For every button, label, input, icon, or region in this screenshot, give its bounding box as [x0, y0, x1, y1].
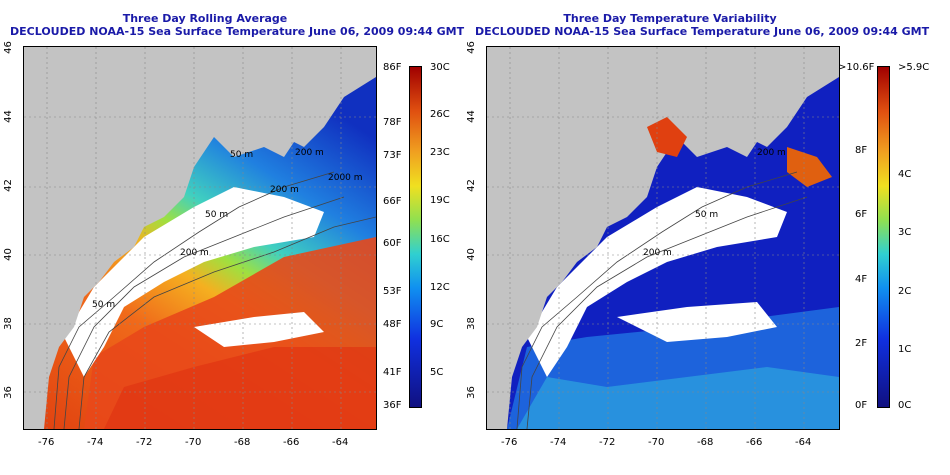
left-cb-c: 26C: [430, 109, 450, 120]
right-lon-tick: -66: [746, 437, 763, 448]
left-cb-f: 78F: [383, 117, 402, 128]
right-lat-tick: 44: [465, 110, 477, 123]
right-cb-c: 0C: [898, 400, 912, 411]
land-mass: [487, 47, 839, 429]
cloud-patch: [194, 312, 324, 347]
right-lat-tick: 36: [465, 386, 477, 399]
left-title-line1: Three Day Rolling Average: [122, 12, 288, 25]
left-cb-f: 66F: [383, 196, 402, 207]
left-cb-f: 53F: [383, 286, 402, 297]
right-cb-c: 4C: [898, 169, 912, 180]
left-lon-tick: -68: [234, 437, 251, 448]
left-contour-label-1: 200 m: [295, 148, 324, 158]
contour-2000m: [78, 216, 376, 429]
right-colorbar: [877, 66, 890, 408]
right-contour-label-2: 200 m: [643, 248, 672, 258]
right-cb-f: 2F: [855, 338, 868, 349]
right-cb-c: 1C: [898, 344, 912, 355]
right-variability-map: [486, 46, 840, 430]
left-cb-f: 41F: [383, 367, 402, 378]
right-cb-f: >10.6F: [838, 62, 875, 73]
left-lat-tick: 38: [2, 317, 14, 330]
contour-50m: [53, 171, 335, 429]
left-colorbar: [409, 66, 422, 408]
left-lon-tick: -76: [38, 437, 55, 448]
left-cb-c: 19C: [430, 195, 450, 206]
right-cb-f: 0F: [855, 400, 868, 411]
right-lon-tick: -76: [501, 437, 518, 448]
left-contour-label-7: 50 m: [230, 150, 254, 160]
right-contour-label-3: 50 m: [695, 210, 719, 220]
left-lat-tick: 46: [2, 41, 14, 54]
left-cb-c: 9C: [430, 319, 444, 330]
left-lat-tick: 44: [2, 110, 14, 123]
front-high-variability: [787, 147, 832, 187]
left-contour-label-6: 50 m: [92, 300, 116, 310]
left-contour-label-3: 200 m: [270, 185, 299, 195]
left-cb-f: 86F: [383, 62, 402, 73]
left-cb-f: 60F: [383, 238, 402, 249]
left-cb-c: 16C: [430, 234, 450, 245]
right-contour-label-1: 200 m: [757, 148, 786, 158]
right-cb-f: 4F: [855, 274, 868, 285]
right-graticule: [487, 47, 839, 429]
left-contour-label-2: 2000 m: [328, 173, 363, 183]
left-lon-tick: -66: [283, 437, 300, 448]
left-contour-label-4: 200 m: [180, 248, 209, 258]
right-cb-c: >5.9C: [898, 62, 930, 73]
right-lon-tick: -64: [795, 437, 812, 448]
left-contour-label-5: 50 m: [205, 210, 229, 220]
left-cb-c: 5C: [430, 367, 444, 378]
contour-200m: [63, 196, 345, 429]
right-lat-tick: 42: [465, 179, 477, 192]
left-cb-f: 36F: [383, 400, 402, 411]
left-lat-tick: 36: [2, 386, 14, 399]
right-cb-f: 8F: [855, 145, 868, 156]
right-lat-tick: 46: [465, 41, 477, 54]
cloud-mask: [64, 187, 324, 377]
variability-patches: [517, 367, 839, 429]
right-lon-tick: -70: [648, 437, 665, 448]
right-cb-f: 6F: [855, 209, 868, 220]
right-cb-c: 3C: [898, 227, 912, 238]
left-lon-tick: -72: [136, 437, 153, 448]
warm-core: [104, 347, 376, 429]
left-cb-c: 23C: [430, 147, 450, 158]
right-title-line1: Three Day Temperature Variability: [563, 12, 777, 25]
left-cb-f: 48F: [383, 319, 402, 330]
left-lon-tick: -74: [87, 437, 104, 448]
left-cb-c: 30C: [430, 62, 450, 73]
contour-200m: [526, 196, 808, 429]
right-cb-c: 2C: [898, 286, 912, 297]
left-sst-map: [23, 46, 377, 430]
land-mass: [24, 47, 376, 429]
right-lat-tick: 38: [465, 317, 477, 330]
left-cb-c: 12C: [430, 282, 450, 293]
cloud-mask: [527, 187, 787, 377]
left-lon-tick: -64: [332, 437, 349, 448]
contour-50m: [516, 171, 798, 429]
right-lon-tick: -74: [550, 437, 567, 448]
left-title-line2: DECLOUDED NOAA-15 Sea Surface Temperatur…: [10, 25, 465, 38]
left-lon-tick: -70: [185, 437, 202, 448]
right-lon-tick: -68: [697, 437, 714, 448]
left-lat-tick: 40: [2, 248, 14, 261]
right-title-line2: DECLOUDED NOAA-15 Sea Surface Temperatur…: [475, 25, 930, 38]
left-cb-f: 73F: [383, 150, 402, 161]
right-lat-tick: 40: [465, 248, 477, 261]
left-lat-tick: 42: [2, 179, 14, 192]
left-graticule: [24, 47, 376, 429]
right-lon-tick: -72: [599, 437, 616, 448]
